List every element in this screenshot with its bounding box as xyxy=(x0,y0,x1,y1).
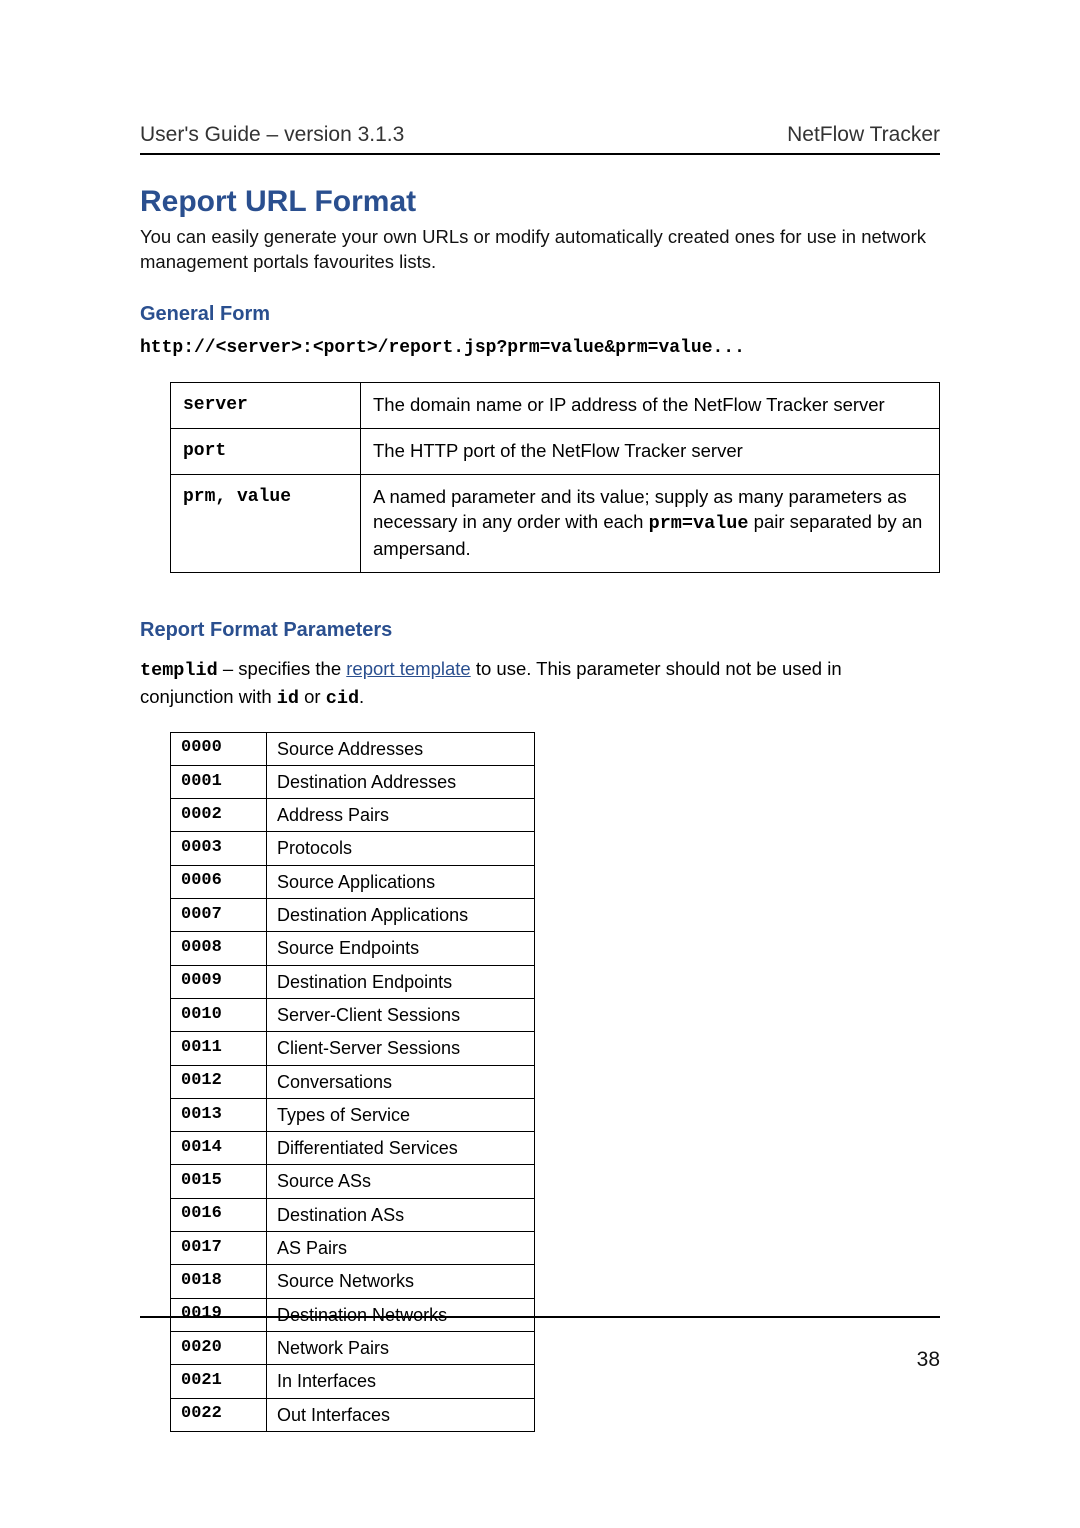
table-row: 0014Differentiated Services xyxy=(171,1132,535,1165)
template-code: 0006 xyxy=(171,865,267,898)
table-row: 0003Protocols xyxy=(171,832,535,865)
table-row: 0002Address Pairs xyxy=(171,799,535,832)
template-label: Destination ASs xyxy=(267,1198,535,1231)
template-label: Network Pairs xyxy=(267,1331,535,1364)
table-row: 0018Source Networks xyxy=(171,1265,535,1298)
template-code: 0008 xyxy=(171,932,267,965)
param-key: prm, value xyxy=(171,474,361,572)
template-code: 0011 xyxy=(171,1032,267,1065)
header-right: NetFlow Tracker xyxy=(787,123,940,147)
template-label: Destination Endpoints xyxy=(267,965,535,998)
template-code: 0017 xyxy=(171,1232,267,1265)
template-code: 0022 xyxy=(171,1398,267,1431)
table-row: 0017AS Pairs xyxy=(171,1232,535,1265)
content-area: User's Guide – version 3.1.3 NetFlow Tra… xyxy=(140,123,940,1432)
table-row: 0000Source Addresses xyxy=(171,732,535,765)
param-key: server xyxy=(171,382,361,428)
table-row: 0020Network Pairs xyxy=(171,1331,535,1364)
table-row: 0009Destination Endpoints xyxy=(171,965,535,998)
template-label: Destination Applications xyxy=(267,899,535,932)
template-code: 0018 xyxy=(171,1265,267,1298)
table-row: 0016Destination ASs xyxy=(171,1198,535,1231)
template-label: Source Addresses xyxy=(267,732,535,765)
template-label: Source ASs xyxy=(267,1165,535,1198)
table-row: 0015Source ASs xyxy=(171,1165,535,1198)
table-row: portThe HTTP port of the NetFlow Tracker… xyxy=(171,428,940,474)
template-label: Types of Service xyxy=(267,1098,535,1131)
template-label: Destination Addresses xyxy=(267,765,535,798)
table-row: 0001Destination Addresses xyxy=(171,765,535,798)
template-label: Source Applications xyxy=(267,865,535,898)
template-label: Source Endpoints xyxy=(267,932,535,965)
template-code: 0020 xyxy=(171,1331,267,1364)
template-label: Client-Server Sessions xyxy=(267,1032,535,1065)
template-code: 0016 xyxy=(171,1198,267,1231)
template-label: Source Networks xyxy=(267,1265,535,1298)
footer-rule xyxy=(140,1316,940,1318)
template-code: 0013 xyxy=(171,1098,267,1131)
template-code: 0007 xyxy=(171,899,267,932)
general-form-heading: General Form xyxy=(140,303,940,326)
table-row: 0010Server-Client Sessions xyxy=(171,998,535,1031)
report-format-heading: Report Format Parameters xyxy=(140,619,940,642)
template-code: 0001 xyxy=(171,765,267,798)
table-row: 0019Destination Networks xyxy=(171,1298,535,1331)
running-header: User's Guide – version 3.1.3 NetFlow Tra… xyxy=(140,123,940,153)
header-rule xyxy=(140,153,940,155)
template-code: 0003 xyxy=(171,832,267,865)
template-code: 0019 xyxy=(171,1298,267,1331)
template-label: AS Pairs xyxy=(267,1232,535,1265)
param-description: A named parameter and its value; supply … xyxy=(361,474,940,572)
template-code: 0009 xyxy=(171,965,267,998)
template-label: Address Pairs xyxy=(267,799,535,832)
template-label: Destination Networks xyxy=(267,1298,535,1331)
template-code: 0000 xyxy=(171,732,267,765)
general-form-table: serverThe domain name or IP address of t… xyxy=(170,382,940,573)
table-row: 0006Source Applications xyxy=(171,865,535,898)
template-code: 0015 xyxy=(171,1165,267,1198)
template-code: 0021 xyxy=(171,1365,267,1398)
template-code: 0014 xyxy=(171,1132,267,1165)
table-row: 0008Source Endpoints xyxy=(171,932,535,965)
template-label: Protocols xyxy=(267,832,535,865)
param-key: port xyxy=(171,428,361,474)
table-row: 0022Out Interfaces xyxy=(171,1398,535,1431)
page-number: 38 xyxy=(917,1348,940,1372)
template-label: Conversations xyxy=(267,1065,535,1098)
intro-paragraph: You can easily generate your own URLs or… xyxy=(140,225,940,275)
param-description: The HTTP port of the NetFlow Tracker ser… xyxy=(361,428,940,474)
page-title: Report URL Format xyxy=(140,185,940,219)
template-label: In Interfaces xyxy=(267,1365,535,1398)
template-label: Server-Client Sessions xyxy=(267,998,535,1031)
table-row: 0021In Interfaces xyxy=(171,1365,535,1398)
template-code: 0010 xyxy=(171,998,267,1031)
page: User's Guide – version 3.1.3 NetFlow Tra… xyxy=(0,0,1080,1528)
table-row: 0013Types of Service xyxy=(171,1098,535,1131)
table-row: 0012Conversations xyxy=(171,1065,535,1098)
template-code: 0002 xyxy=(171,799,267,832)
table-row: 0007Destination Applications xyxy=(171,899,535,932)
param-description: The domain name or IP address of the Net… xyxy=(361,382,940,428)
templid-codes-table: 0000Source Addresses0001Destination Addr… xyxy=(170,732,535,1432)
template-label: Differentiated Services xyxy=(267,1132,535,1165)
table-row: prm, valueA named parameter and its valu… xyxy=(171,474,940,572)
general-form-url: http://<server>:<port>/report.jsp?prm=va… xyxy=(140,338,940,358)
table-row: serverThe domain name or IP address of t… xyxy=(171,382,940,428)
template-label: Out Interfaces xyxy=(267,1398,535,1431)
template-code: 0012 xyxy=(171,1065,267,1098)
table-row: 0011Client-Server Sessions xyxy=(171,1032,535,1065)
header-left: User's Guide – version 3.1.3 xyxy=(140,123,404,147)
templid-paragraph: templid – specifies the report template … xyxy=(140,656,940,712)
